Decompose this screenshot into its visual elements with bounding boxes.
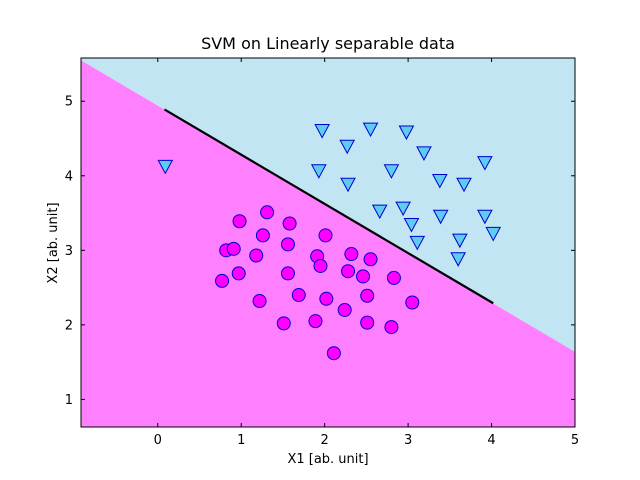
circle-point: [313, 258, 328, 273]
circle-point: [360, 315, 375, 330]
x-tick-label: 0: [154, 433, 162, 448]
circle-point: [276, 316, 291, 331]
triangle-point: [485, 226, 502, 242]
triangle-point: [340, 177, 356, 193]
circle-point: [249, 248, 264, 263]
decision-boundary: [163, 108, 494, 305]
triangle-point: [452, 233, 468, 249]
circle-point: [318, 228, 333, 243]
circle-point: [363, 252, 378, 267]
triangle-point: [398, 125, 415, 141]
y-tick-label: 3: [65, 244, 73, 259]
triangle-point: [477, 156, 493, 171]
circle-point: [360, 288, 375, 303]
circle-point: [356, 269, 371, 284]
triangle-point: [339, 139, 356, 155]
triangle-point: [314, 124, 330, 139]
circle-point: [255, 228, 270, 243]
x-tick-label: 4: [487, 433, 495, 448]
y-tick-label: 5: [65, 95, 73, 110]
x-tick-label: 2: [321, 433, 329, 448]
triangle-point: [310, 164, 327, 179]
data-points: [157, 122, 502, 361]
circle-point: [280, 237, 295, 252]
triangle-point: [157, 159, 174, 175]
triangle-point: [416, 146, 432, 161]
y-tick-label: 4: [65, 169, 73, 184]
triangle-point: [371, 204, 388, 220]
circle-point: [319, 291, 334, 306]
circle-point: [341, 264, 356, 279]
circle-point: [232, 214, 247, 229]
circle-point: [260, 205, 275, 220]
circle-point: [252, 294, 267, 309]
circle-point: [344, 247, 359, 262]
circle-point: [291, 288, 306, 303]
axis-ticks: 0 1 2 3 4 5 1 2 3 4 5: [65, 58, 579, 448]
y-tick-label: 2: [65, 318, 73, 333]
decision-regions: [81, 58, 575, 427]
triangle-point: [432, 209, 449, 225]
x-tick-label: 1: [237, 433, 245, 448]
chart-title: SVM on Linearly separable data: [201, 34, 455, 53]
triangle-point: [431, 174, 448, 189]
x-tick-label: 5: [571, 433, 579, 448]
triangle-point: [383, 164, 400, 179]
triangle-point: [403, 217, 420, 233]
triangle-point: [456, 177, 472, 193]
circle-point: [326, 346, 341, 361]
plot-frame: [80, 57, 576, 428]
circle-point: [405, 295, 420, 310]
circle-point: [231, 266, 246, 281]
y-tick-label: 1: [65, 393, 73, 408]
triangle-point: [362, 122, 379, 138]
triangle-point: [409, 235, 426, 251]
circle-point: [386, 270, 401, 285]
decision-line: [163, 108, 494, 305]
triangle-point: [450, 252, 467, 267]
triangle-point: [395, 201, 411, 217]
circle-point: [280, 266, 295, 281]
circle-point: [308, 314, 323, 329]
x-axis-label: X1 [ab. unit]: [287, 452, 368, 467]
region-lower: [81, 60, 575, 427]
circle-point: [337, 302, 352, 317]
circle-point: [226, 241, 241, 256]
circle-point: [215, 273, 230, 288]
x-tick-label: 3: [404, 433, 412, 448]
y-axis-label: X2 [ab. unit]: [46, 202, 61, 283]
triangle-point: [477, 209, 493, 225]
circle-point: [282, 216, 297, 231]
circle-point: [384, 320, 399, 335]
